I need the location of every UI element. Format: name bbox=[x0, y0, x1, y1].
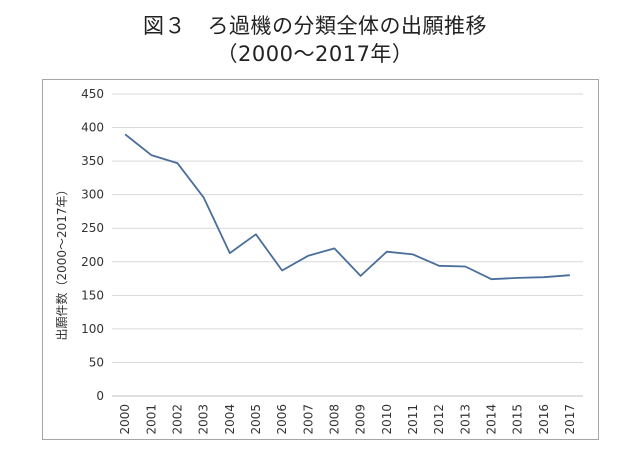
chart-title-line2: （2000～2017年） bbox=[216, 42, 414, 66]
y-tick-label: 450 bbox=[81, 87, 104, 101]
y-tick-label: 300 bbox=[81, 188, 104, 202]
x-axis-ticks: 2000 2001 2002 2003 2004 2005 2006 2007 2008 2009… bbox=[118, 404, 577, 435]
x-tick-label: 2012 bbox=[432, 404, 446, 435]
series bbox=[124, 133, 571, 281]
series-line bbox=[124, 133, 570, 281]
y-tick-label: 200 bbox=[81, 255, 104, 269]
x-tick-label: 2010 bbox=[380, 404, 394, 435]
y-tick-label: 350 bbox=[81, 154, 104, 168]
y-tick-label: 50 bbox=[89, 355, 104, 369]
gridlines bbox=[112, 93, 583, 397]
y-tick-label: 0 bbox=[96, 389, 104, 403]
chart-frame bbox=[42, 79, 599, 440]
x-tick-label: 2006 bbox=[275, 404, 289, 435]
x-tick-label: 2007 bbox=[301, 404, 315, 435]
x-tick-label: 2001 bbox=[144, 404, 158, 435]
chart-title-line1: 図３ ろ過機の分類全体の出願推移 bbox=[143, 14, 487, 38]
y-tick-label: 400 bbox=[81, 121, 104, 135]
x-tick-label: 2011 bbox=[406, 404, 420, 435]
y-axis-label: 出願件数（2000～2017年） bbox=[54, 183, 69, 340]
x-tick-label: 2015 bbox=[511, 404, 525, 435]
x-tick-label: 2017 bbox=[563, 404, 577, 435]
x-tick-label: 2008 bbox=[327, 404, 341, 435]
x-tick-label: 2003 bbox=[197, 404, 211, 435]
x-tick-label: 2002 bbox=[170, 404, 184, 435]
x-tick-label: 2014 bbox=[484, 404, 498, 435]
x-tick-label: 2013 bbox=[458, 404, 472, 435]
x-tick-label: 2016 bbox=[537, 404, 551, 435]
y-tick-label: 150 bbox=[81, 288, 104, 302]
y-tick-label: 100 bbox=[81, 322, 104, 336]
x-tick-label: 2000 bbox=[118, 404, 132, 435]
y-tick-label: 250 bbox=[81, 221, 104, 235]
x-tick-label: 2009 bbox=[354, 404, 368, 435]
y-axis-ticks: 0 50 100 150 200 250 300 350 400 450 bbox=[81, 87, 104, 403]
x-tick-label: 2004 bbox=[223, 404, 237, 435]
x-tick-label: 2005 bbox=[249, 404, 263, 435]
